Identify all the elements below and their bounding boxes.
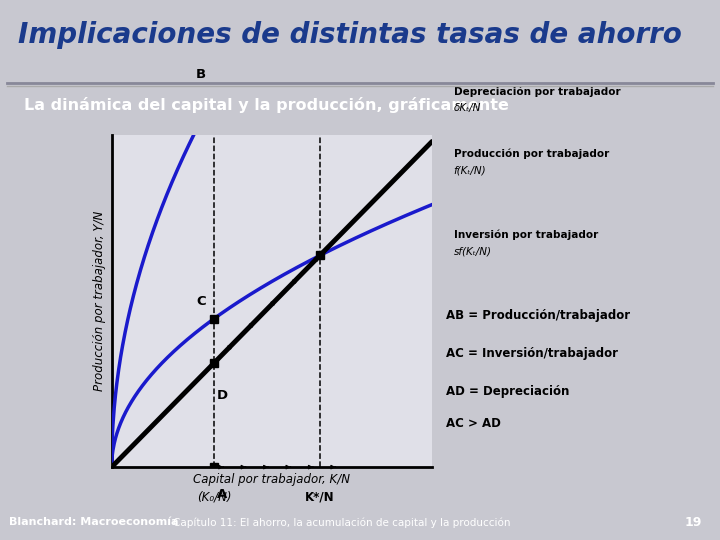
Text: La dinámica del capital y la producción, gráficamente: La dinámica del capital y la producción,… bbox=[24, 97, 508, 113]
Text: (K₀/N): (K₀/N) bbox=[197, 490, 231, 503]
Text: sf(Kₜ/N): sf(Kₜ/N) bbox=[454, 246, 492, 256]
Text: AC = Inversión/trabajador: AC = Inversión/trabajador bbox=[446, 347, 618, 360]
Text: AD = Depreciación: AD = Depreciación bbox=[446, 385, 570, 398]
Text: Producción por trabajador: Producción por trabajador bbox=[454, 148, 609, 159]
Text: K*/N: K*/N bbox=[305, 490, 335, 503]
Text: δKₜ/N: δKₜ/N bbox=[454, 103, 481, 113]
Text: AC > AD: AC > AD bbox=[446, 417, 501, 430]
Text: Implicaciones de distintas tasas de ahorro: Implicaciones de distintas tasas de ahor… bbox=[18, 21, 682, 49]
Text: 19: 19 bbox=[685, 516, 702, 529]
Text: Blanchard: Macroeconomía: Blanchard: Macroeconomía bbox=[9, 517, 178, 528]
Text: A: A bbox=[217, 489, 227, 502]
Text: AB = Producción/trabajador: AB = Producción/trabajador bbox=[446, 309, 631, 322]
Text: Inversión por trabajador: Inversión por trabajador bbox=[454, 230, 598, 240]
Text: f(Kₜ/N): f(Kₜ/N) bbox=[454, 165, 486, 175]
X-axis label: Capital por trabajador, K/N: Capital por trabajador, K/N bbox=[193, 472, 351, 485]
Text: Capítulo 11: El ahorro, la acumulación de capital y la producción: Capítulo 11: El ahorro, la acumulación d… bbox=[173, 517, 510, 528]
Text: D: D bbox=[217, 388, 228, 402]
Text: Depreciación por trabajador: Depreciación por trabajador bbox=[454, 86, 620, 97]
Text: B: B bbox=[196, 68, 206, 80]
Text: C: C bbox=[197, 295, 206, 308]
Y-axis label: Producción por trabajador, Y/N: Producción por trabajador, Y/N bbox=[93, 211, 106, 391]
